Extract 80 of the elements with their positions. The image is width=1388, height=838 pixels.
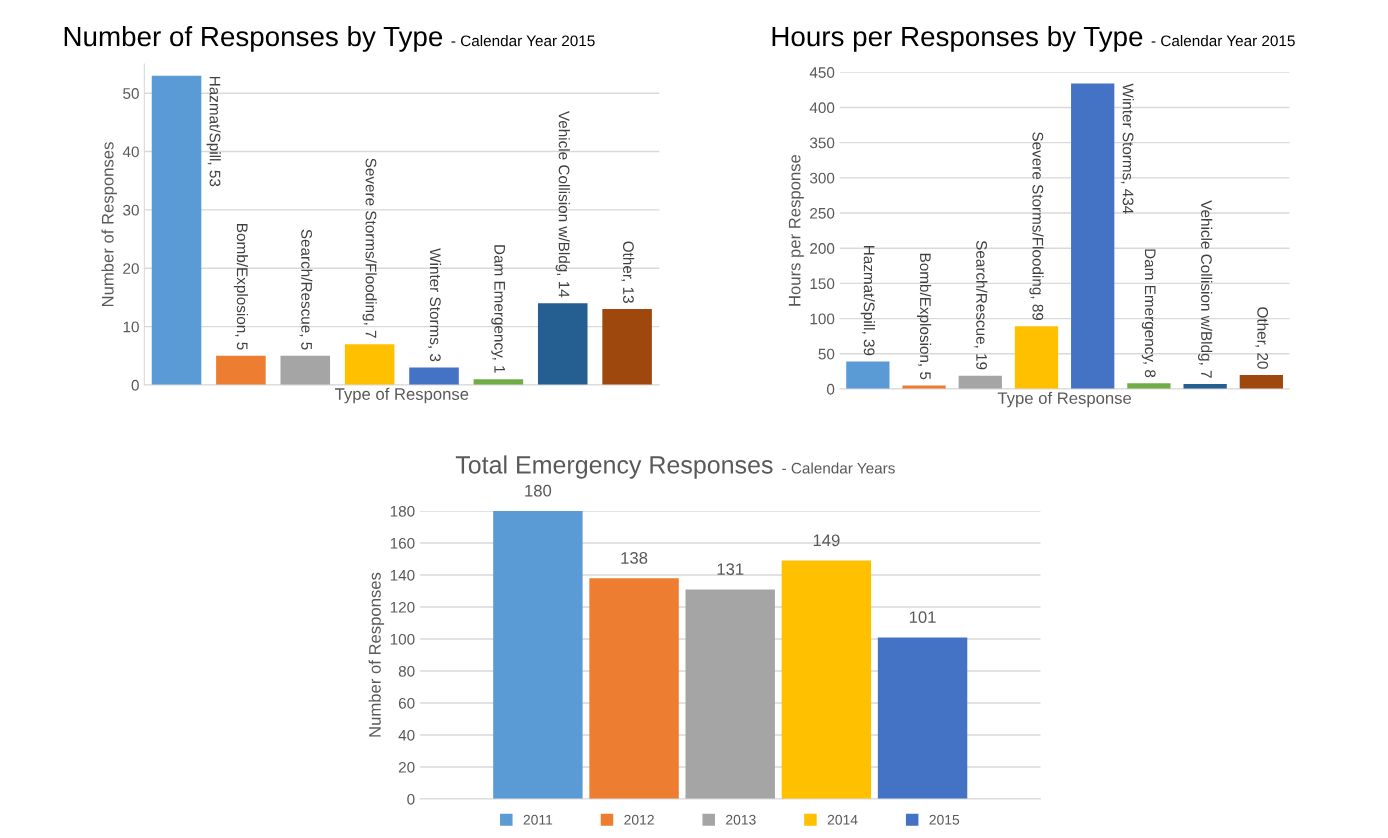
bar (1127, 383, 1171, 389)
data-label: Vehicle Collision w/Bldg, 7 (1198, 200, 1213, 378)
data-label: Bomb/Explosion, 5 (916, 253, 932, 380)
y-tick-label: 50 (818, 348, 835, 360)
data-label: Winter Storms, 434 (1120, 83, 1134, 214)
data-label: Bomb/Explosion, 5 (233, 224, 249, 350)
bar (685, 589, 775, 800)
data-label: 131 (717, 563, 744, 576)
legend-label: 2013 (726, 814, 756, 825)
bar (1071, 83, 1115, 389)
data-label: 180 (525, 484, 552, 497)
bar (537, 303, 588, 385)
y-tick-label: 100 (810, 313, 835, 325)
bar (151, 75, 202, 385)
y-tick-label: 200 (810, 243, 835, 254)
bar (344, 344, 395, 385)
y-tick-label: 180 (390, 505, 415, 517)
data-label: Search/Rescue, 19 (974, 240, 988, 370)
chart-title: Hours per Responses by Type (772, 25, 1143, 52)
chart-subtitle: - Calendar Year 2015 (451, 35, 595, 47)
y-tick-label: 350 (809, 137, 835, 149)
data-label: Vehicle Collision w/Bldg, 14 (555, 110, 570, 298)
chart-subtitle: - Calendar Year 2015 (1151, 35, 1295, 47)
legend-label: 2014 (827, 814, 858, 825)
y-tick-label: 300 (809, 172, 835, 184)
y-tick-label: 20 (398, 761, 415, 773)
data-label: 101 (909, 611, 936, 624)
data-label: Other, 13 (621, 241, 635, 303)
chart-subtitle: - Calendar Years (782, 462, 895, 474)
y-tick-label: 250 (810, 207, 835, 219)
y-tick-label: 10 (123, 321, 139, 333)
y-tick-label: 40 (122, 146, 139, 158)
y-tick-label: 100 (390, 633, 415, 645)
bar (1239, 374, 1283, 389)
bar (781, 560, 872, 800)
bar (877, 637, 968, 800)
legend-label: 2015 (929, 814, 960, 825)
y-tick-label: 0 (131, 379, 139, 391)
y-tick-label: 120 (390, 601, 415, 613)
legend-label: 2011 (523, 814, 553, 825)
y-tick-label: 40 (398, 729, 415, 741)
chart-title: Number of Responses by Type (64, 25, 443, 52)
bar (1014, 326, 1059, 389)
legend-label: 2012 (624, 814, 654, 825)
y-tick-label: 60 (398, 697, 415, 709)
bar (493, 511, 583, 800)
chart-title: Total Emergency Responses (455, 455, 773, 479)
y-tick-label: 400 (809, 102, 835, 114)
y-axis-title: Number of Responses (101, 142, 117, 307)
y-tick-label: 20 (123, 263, 139, 274)
data-label: Severe Storms/Flooding, 89 (1029, 132, 1044, 321)
y-axis-title: Number of Responses (368, 572, 385, 737)
bar (409, 367, 459, 385)
data-label: Dam Emergency, 1 (491, 245, 505, 373)
y-tick-label: 450 (809, 67, 835, 78)
y-axis-title: Hours per Response (788, 154, 804, 306)
y-tick-label: 50 (123, 88, 139, 99)
bar (216, 355, 266, 385)
data-label: 149 (813, 534, 840, 547)
y-tick-label: 160 (390, 537, 415, 549)
data-label: Other, 20 (1255, 307, 1269, 369)
x-axis-title: Type of Response (997, 391, 1132, 408)
x-axis-title: Type of Response (335, 387, 469, 404)
bar (846, 361, 890, 389)
y-tick-label: 0 (826, 383, 835, 395)
data-label: Hazmat/Spill, 53 (206, 76, 221, 187)
y-tick-label: 0 (407, 793, 415, 805)
y-tick-label: 150 (810, 278, 835, 290)
bar (589, 578, 679, 800)
y-tick-label: 30 (123, 204, 139, 216)
y-tick-label: 80 (398, 665, 415, 677)
data-label: Hazmat/Spill, 39 (860, 246, 875, 356)
bar (602, 309, 652, 385)
data-label: Dam Emergency, 8 (1141, 249, 1156, 378)
data-label: Severe Storms/Flooding, 7 (362, 158, 377, 338)
data-label: Winter Storms, 3 (428, 248, 442, 362)
data-label: Search/Rescue, 5 (299, 229, 313, 350)
bar (280, 355, 331, 385)
data-label: 138 (621, 552, 648, 564)
y-tick-label: 140 (390, 569, 415, 581)
